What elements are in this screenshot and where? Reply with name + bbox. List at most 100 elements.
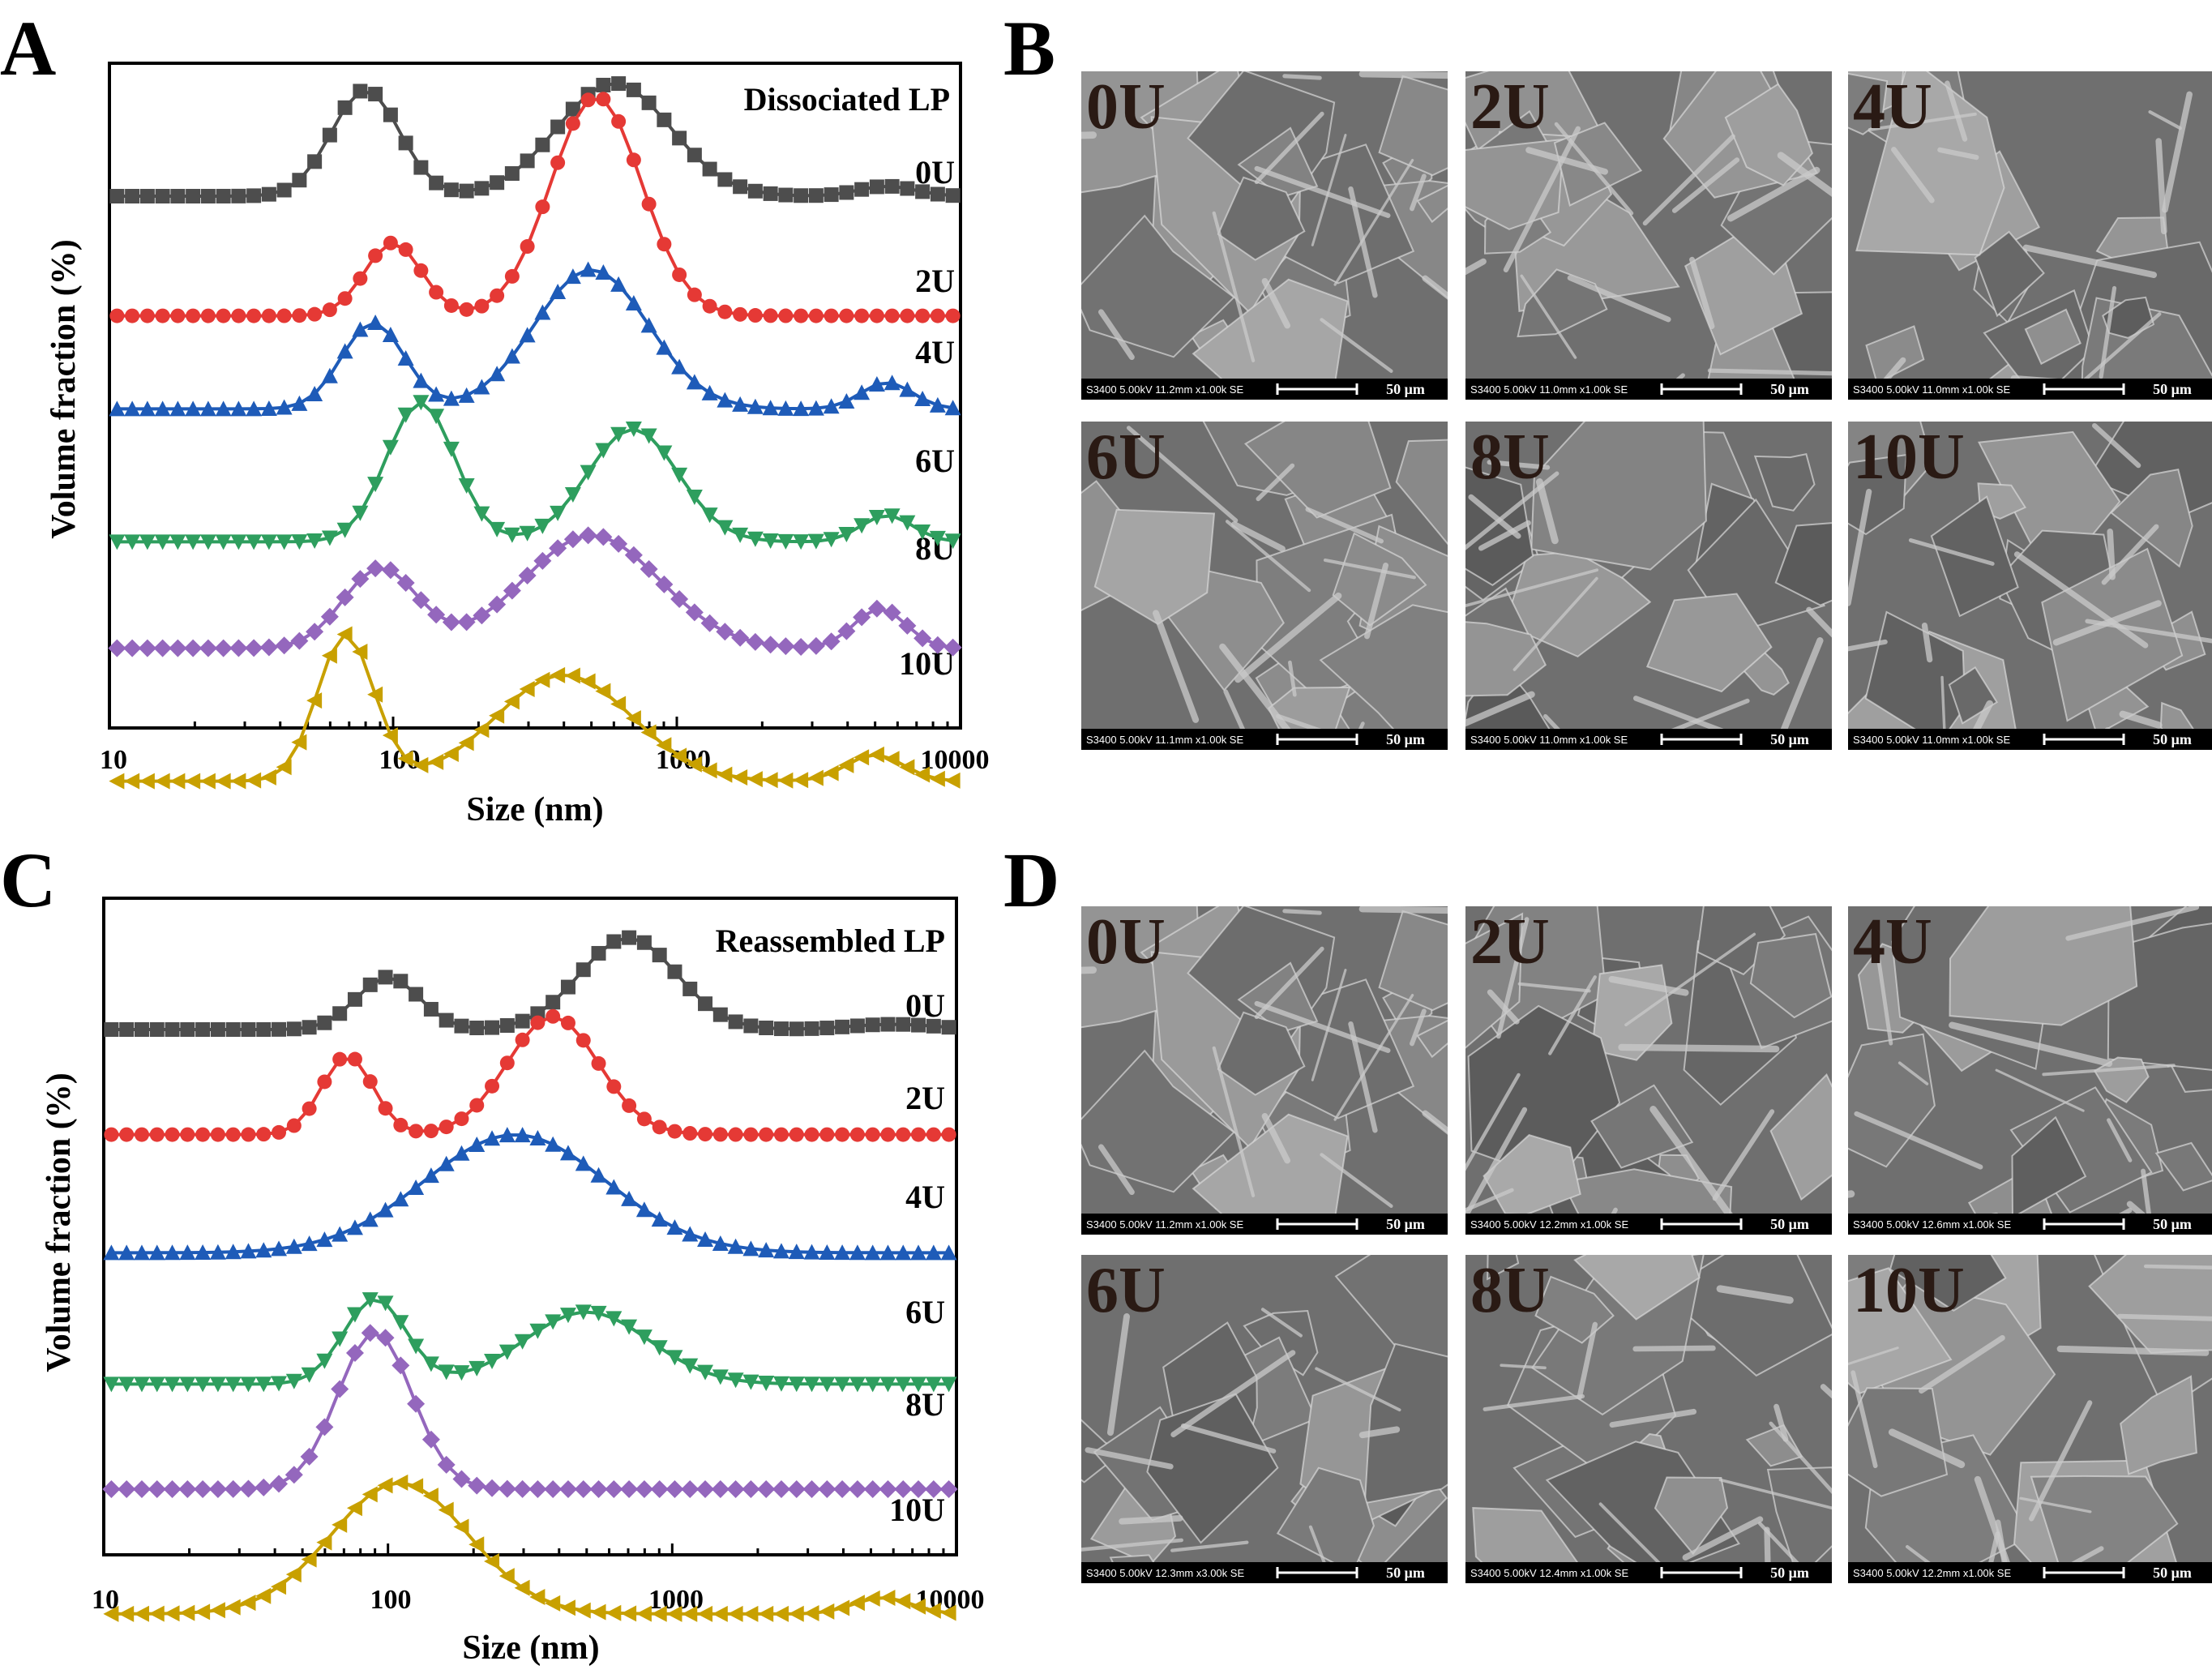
data-point: [353, 271, 368, 286]
data-point: [241, 1127, 256, 1142]
sem-fiber: [2101, 524, 2159, 585]
sem-info-bar: [1848, 1214, 2212, 1235]
data-point: [868, 746, 884, 763]
data-point: [123, 639, 142, 657]
chart-a-xtick-label: 10: [100, 745, 127, 775]
data-point: [302, 1101, 317, 1116]
data-point: [352, 321, 369, 337]
data-point: [376, 1329, 395, 1347]
sem-fiber: [2107, 529, 2116, 580]
sem-flake: [1553, 122, 1643, 207]
data-point: [520, 239, 535, 255]
data-point: [459, 302, 474, 317]
data-point: [895, 1376, 912, 1393]
data-point: [915, 308, 931, 323]
data-point: [837, 622, 856, 640]
sem-info-text: S3400 5.00kV 11.0mm x1.00k SE: [1853, 734, 2010, 746]
sem-flake: [1465, 621, 1547, 697]
sem-tile-label: 8U: [1470, 1255, 1550, 1326]
sem-info-bar: [1848, 729, 2212, 750]
data-point: [468, 1536, 485, 1553]
sem-flake: [1573, 1255, 1701, 1321]
data-point: [347, 1051, 362, 1067]
data-point: [321, 647, 337, 664]
data-point: [911, 1017, 926, 1033]
data-point: [941, 1020, 956, 1035]
data-point: [742, 1240, 759, 1257]
data-point: [712, 1369, 729, 1385]
data-point: [772, 1480, 790, 1498]
data-point: [789, 1021, 804, 1037]
sem-fiber: [1231, 521, 1286, 552]
sem-info-text: S3400 5.00kV 12.2mm x1.00k SE: [1853, 1567, 2011, 1579]
sem-fiber: [1772, 637, 1824, 750]
data-point: [880, 1127, 896, 1142]
sem-fiber: [1609, 1408, 1697, 1428]
data-point: [640, 560, 658, 579]
data-point: [702, 161, 717, 177]
data-point: [347, 991, 362, 1007]
sem-flake: [1217, 1011, 1306, 1096]
sem-fiber: [1465, 471, 1560, 550]
data-point: [575, 1033, 591, 1048]
data-point: [819, 1127, 835, 1142]
data-point: [838, 526, 855, 542]
data-point: [216, 308, 231, 323]
sem-scale-label: 50 μm: [1386, 731, 1425, 747]
data-point: [606, 1079, 622, 1094]
data-point: [808, 188, 824, 203]
data-point: [209, 1602, 225, 1619]
data-point: [666, 1350, 683, 1366]
data-point: [834, 1244, 851, 1261]
data-point: [849, 1376, 866, 1393]
sem-fiber: [1119, 1515, 1183, 1525]
sem-fiber: [1260, 1308, 1303, 1338]
data-point: [331, 1380, 349, 1398]
data-point: [169, 773, 186, 790]
data-point: [788, 1605, 804, 1622]
data-point: [651, 1211, 668, 1227]
data-point: [819, 1244, 836, 1260]
data-point: [596, 92, 611, 107]
data-point: [943, 638, 962, 657]
data-point: [534, 671, 550, 688]
data-point: [352, 505, 369, 521]
data-point: [910, 1598, 926, 1615]
data-point: [762, 400, 779, 416]
data-point: [469, 1098, 485, 1113]
data-point: [306, 533, 323, 550]
data-point: [746, 632, 764, 651]
sem-fiber: [1848, 488, 1872, 606]
data-point: [240, 1376, 257, 1393]
chart-a-frame: [108, 62, 962, 730]
sem-fiber: [2107, 1118, 2133, 1162]
data-point: [621, 1190, 638, 1206]
data-point: [804, 1127, 819, 1142]
data-point: [564, 268, 581, 285]
data-point: [485, 1078, 500, 1094]
data-point: [148, 1605, 165, 1622]
data-point: [133, 1605, 149, 1622]
data-point: [808, 308, 824, 323]
data-point: [896, 1017, 911, 1032]
data-point: [346, 1307, 363, 1323]
data-point: [195, 1244, 212, 1260]
sem-flake: [1378, 910, 1448, 1012]
data-point: [210, 1022, 225, 1037]
data-point: [169, 639, 187, 657]
series-label-0u: 0U: [905, 987, 945, 1024]
sem-tile-label: 0U: [1086, 906, 1166, 978]
sem-fiber: [1945, 80, 1968, 142]
data-point: [514, 1334, 531, 1350]
sem-micrograph: [1081, 422, 1448, 750]
data-point: [580, 92, 596, 108]
data-point: [261, 308, 276, 323]
sem-fiber: [1577, 1321, 1598, 1400]
data-point: [498, 1127, 516, 1143]
sem-fiber: [1848, 639, 1888, 652]
data-point: [530, 1015, 546, 1030]
sem-fiber: [2148, 109, 2182, 131]
data-point: [728, 1127, 743, 1142]
data-point: [651, 1340, 668, 1356]
data-point: [428, 409, 445, 425]
